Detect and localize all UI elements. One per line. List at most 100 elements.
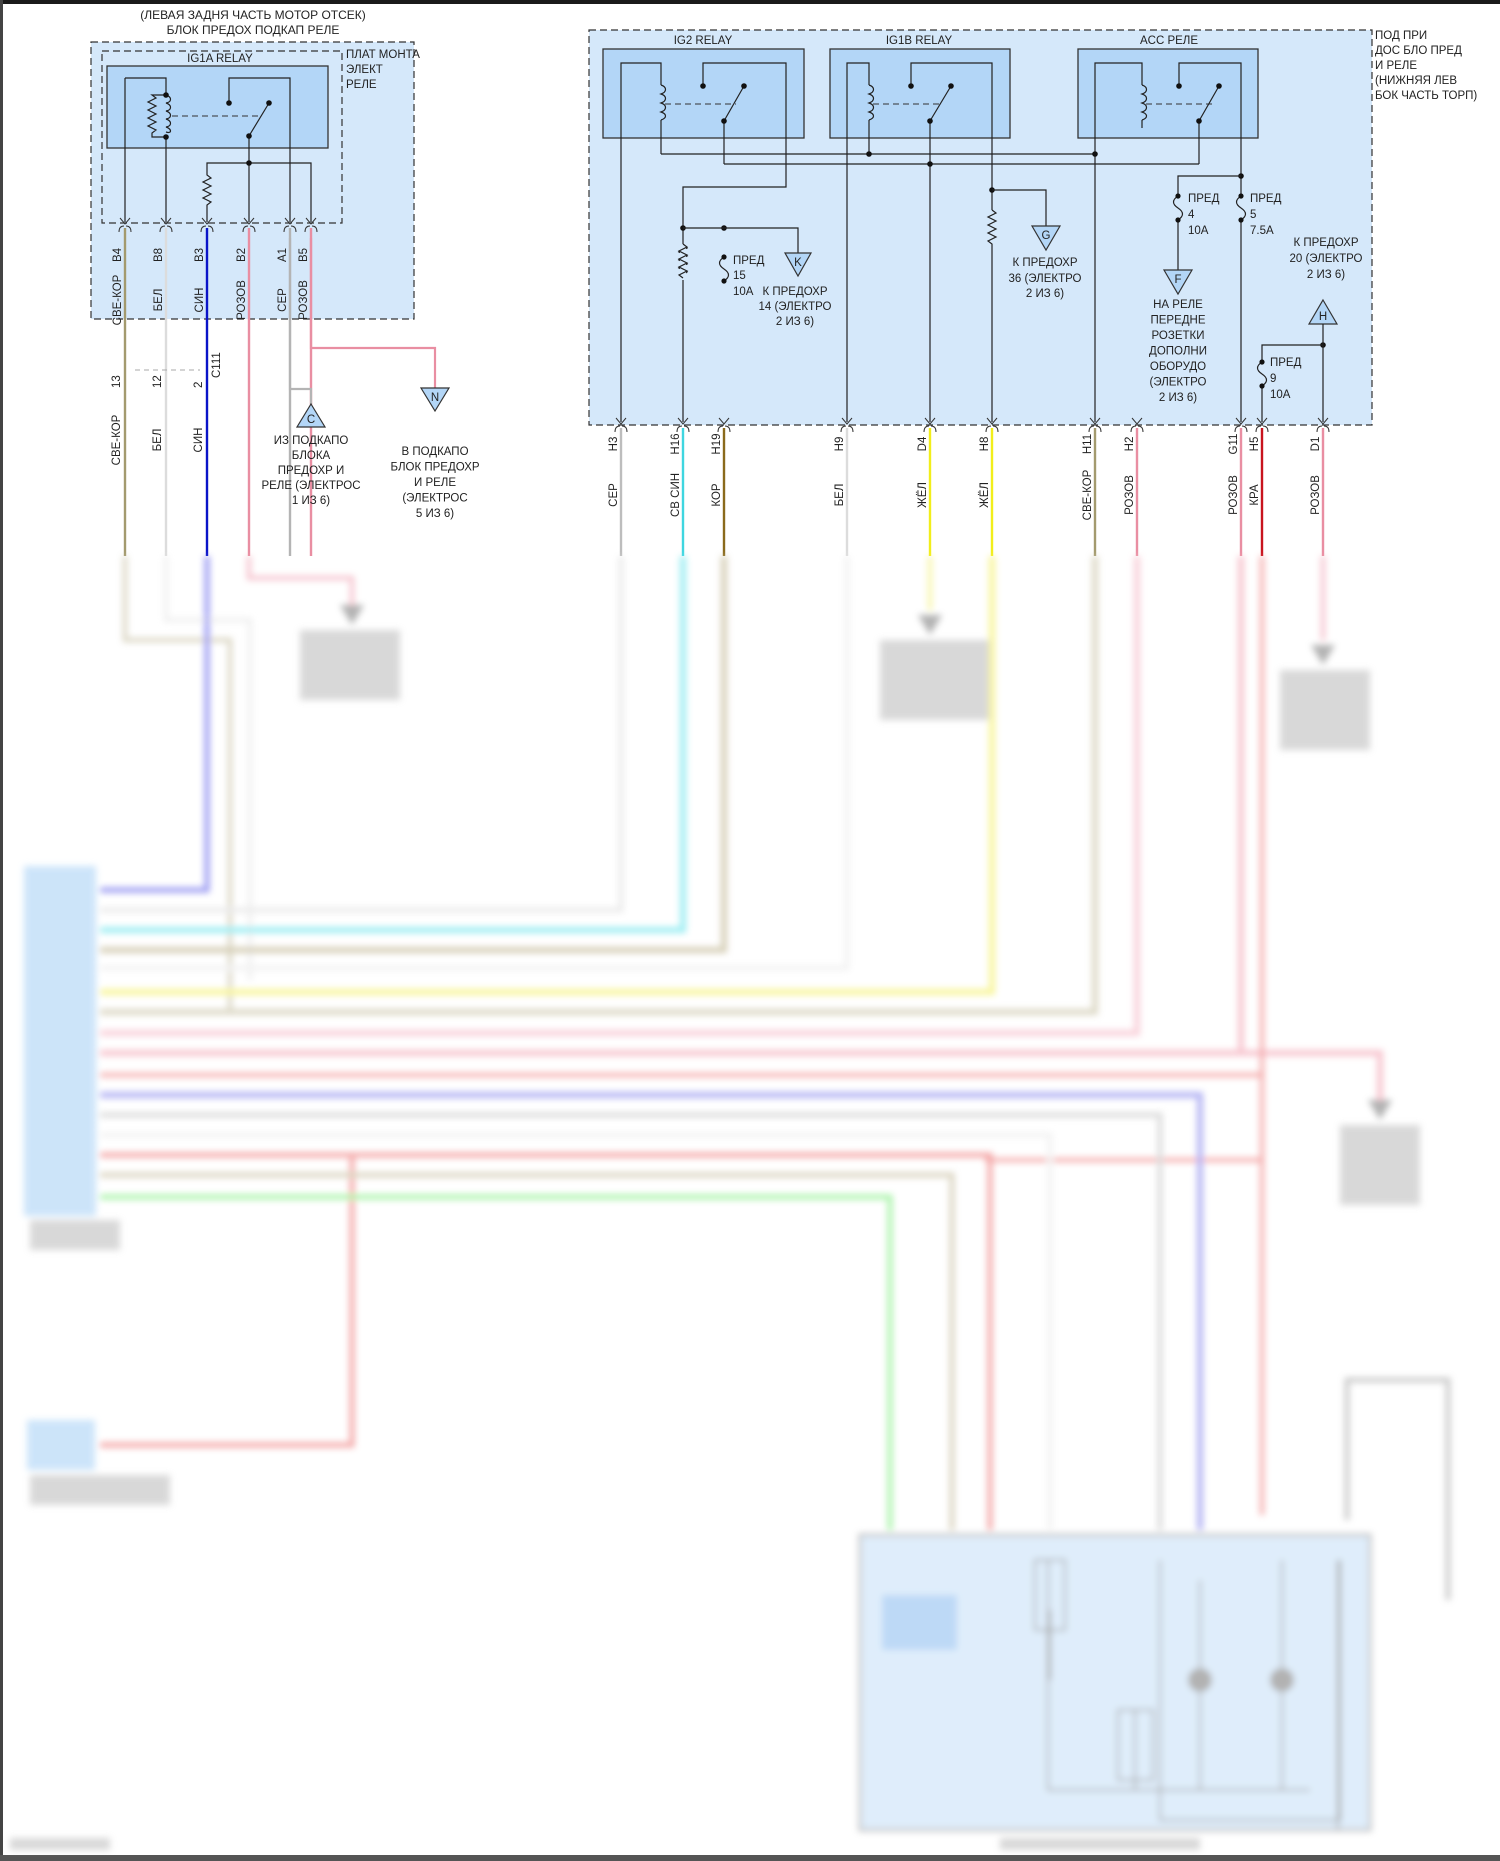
relay-label-ig1b: IG1B RELAY (886, 35, 953, 47)
f-branch-wire (1177, 175, 1241, 270)
ref-k-text-1: К ПРЕДОХР (762, 286, 827, 298)
pin-label: G11 (1228, 434, 1240, 455)
wire-color-label: БЕЛ (153, 289, 165, 312)
wire-color-label: ЖЁЛ (979, 482, 991, 508)
coil-wiring (124, 77, 167, 222)
ref-c-text-4: РЕЛЕ (ЭЛЕКТРОС (261, 480, 360, 492)
wire-color-label: СЕР (277, 288, 289, 312)
relay-label-ig1a: IG1A RELAY (187, 53, 253, 65)
pin-connector-icon (283, 217, 297, 233)
side-note-2: ДОС БЛО ПРЕД (1375, 45, 1462, 57)
wire-color-label: СВЕ-КОР (112, 274, 124, 325)
pin-connector-icon (717, 417, 731, 433)
pin-label: H5 (1249, 437, 1261, 452)
ref-g-text-3: 2 ИЗ 6) (1026, 288, 1064, 300)
side-note-3: РЕЛЕ (346, 79, 377, 91)
pin-connector-icon (1234, 417, 1248, 433)
fuse-20-note-2: 20 (ЭЛЕКТРО (1289, 253, 1362, 265)
block-title-1: (ЛЕВАЯ ЗАДНЯ ЧАСТЬ МОТОР ОТСЕК) (140, 8, 366, 22)
fuse-4-icon (1172, 195, 1184, 221)
resistor-icon (677, 243, 689, 279)
connector-ref-c (295, 402, 327, 428)
ig1b-relay (829, 48, 1011, 139)
acc-output-wire (1178, 62, 1242, 422)
wire-color-label: СИН (194, 288, 206, 313)
coil-resistor (146, 94, 166, 138)
ref-n-text-3: И РЕЛЕ (414, 477, 456, 489)
relay-coil-icon (165, 94, 172, 134)
relay-coil-icon (867, 84, 875, 121)
ref-c-text-3: ПРЕДОХР И (278, 465, 345, 477)
pin-label: H8 (979, 437, 991, 452)
pin-label: B2 (236, 248, 248, 262)
fuse-5-number: 5 (1250, 209, 1256, 221)
fuse-9-label: ПРЕД (1270, 357, 1302, 369)
relay-label-ig2: IG2 RELAY (674, 35, 733, 47)
ref-f-text-5: ОБОРУДО (1150, 361, 1206, 373)
pin-label: B8 (153, 248, 165, 262)
side-note-3: И РЕЛЕ (1375, 60, 1417, 72)
pin-connector-icon (1316, 417, 1330, 433)
acc-relay (1077, 48, 1259, 139)
fuse-4-rating: 10A (1188, 225, 1209, 237)
pin-connector-icon (304, 217, 318, 233)
relay-coil-icon (659, 84, 667, 121)
ref-h-letter: H (1319, 311, 1327, 323)
ref-f-text-3: РОЗЕТКИ (1152, 330, 1205, 342)
left-external-wiring: C111 13 12 2 СВЕ-КОР БЕЛ СИН C ИЗ ПОДКАП… (111, 238, 480, 520)
pin-label: D4 (917, 436, 929, 451)
fuse-15-label: ПРЕД (733, 255, 765, 267)
side-note-1: ПОД ПРИ (1375, 30, 1427, 42)
connector-ref-f (1162, 269, 1194, 296)
resistor-icon (986, 209, 998, 245)
side-note-5: БОК ЧАСТЬ ТОРП) (1375, 90, 1477, 102)
ref-k-text-2: 14 (ЭЛЕКТРО (758, 301, 831, 313)
bottom-border (0, 1855, 1500, 1861)
connector-ref-n (419, 387, 451, 413)
fuse-5-rating: 7.5A (1250, 225, 1274, 237)
wire-color-label: БЕЛ (834, 484, 846, 507)
ref-g-text-2: 36 (ЭЛЕКТРО (1008, 273, 1081, 285)
fuse-15-icon (718, 256, 730, 282)
k-branch-wire (683, 227, 799, 253)
pin-connector-icon (242, 217, 256, 233)
left-fuse-relay-block: (ЛЕВАЯ ЗАДНЯ ЧАСТЬ МОТОР ОТСЕК) БЛОК ПРЕ… (90, 8, 420, 556)
ref-n-text-2: БЛОК ПРЕДОХР (390, 462, 479, 474)
ref-f-text-6: (ЭЛЕКТРО (1149, 377, 1206, 389)
relay-coil-icon (1140, 84, 1148, 121)
connector-ref-g (1030, 225, 1062, 252)
g-branch-wire (992, 189, 1047, 226)
pin-connector-icon (200, 217, 214, 233)
side-note-1: ПЛАТ МОНТА (346, 49, 420, 61)
ecu-connector-block (24, 866, 96, 1216)
wire-color-label: РОЗОВ (1228, 475, 1240, 515)
pin-connector-icon (614, 417, 628, 433)
ig1a-relay (106, 65, 329, 149)
pin-label: B3 (194, 248, 206, 262)
pin-label: B4 (112, 247, 124, 262)
pin-label: H11 (1082, 434, 1094, 454)
relay-label-acc: ACC РЕЛЕ (1140, 35, 1198, 47)
pin-connector-icon (1255, 417, 1269, 433)
ref-f-text-2: ПЕРЕДНЕ (1150, 315, 1205, 327)
relay-fixed-contact (228, 77, 291, 222)
c111-pin-13: 13 (111, 375, 123, 388)
pin-label: H16 (670, 433, 682, 454)
ref-f-letter: F (1174, 274, 1181, 286)
pin-label: D1 (1310, 437, 1322, 452)
wire-color-label: СВЕ-КОР (1082, 469, 1094, 520)
pin-connector-icon (985, 417, 999, 433)
instrument-panel-fuse-relay-block: ПОД ПРИ ДОС БЛО ПРЕД И РЕЛЕ (НИЖНЯЯ ЛЕВ … (588, 29, 1477, 556)
wire-b5-pink (309, 238, 437, 388)
wire-color-label: РОЗОВ (298, 280, 310, 320)
c111-wire-label-3: СИН (193, 428, 205, 453)
ref-c-letter: C (307, 414, 315, 426)
fuse-9-number: 9 (1270, 373, 1276, 385)
ref-c-text-5: 1 ИЗ 6) (292, 495, 330, 507)
c111-pin-12: 12 (152, 375, 164, 388)
ref-c-text-1: ИЗ ПОДКАПО (274, 435, 349, 447)
side-note-2: ЭЛЕКТ (346, 64, 383, 76)
ref-k-text-3: 2 ИЗ 6) (776, 316, 814, 328)
ref-f-text-7: 2 ИЗ 6) (1159, 392, 1197, 404)
